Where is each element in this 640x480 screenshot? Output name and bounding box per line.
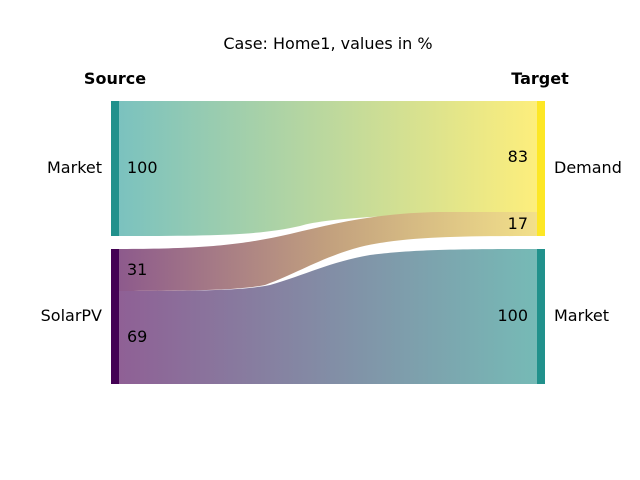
value-label-solarpv-31: 31 (127, 260, 147, 279)
flow-solarpv-to-market (119, 249, 537, 384)
node-bar-demand-target (537, 101, 545, 236)
node-label-market-target: Market (554, 306, 609, 325)
flow-market-to-demand (119, 101, 537, 236)
value-label-market-target-100: 100 (497, 306, 528, 325)
node-label-solarpv-source: SolarPV (41, 306, 102, 325)
node-label-demand-target: Demand (554, 158, 622, 177)
flow-solarpv-to-demand (119, 212, 537, 291)
target-header: Target (511, 69, 569, 88)
source-header: Source (84, 69, 146, 88)
node-label-market-source: Market (47, 158, 102, 177)
value-label-solarpv-69: 69 (127, 327, 147, 346)
node-bar-solarpv-source (111, 249, 119, 384)
value-label-demand-17: 17 (508, 214, 528, 233)
value-label-market-100: 100 (127, 158, 158, 177)
node-bar-market-target (537, 249, 545, 384)
node-bar-market-source (111, 101, 119, 236)
value-label-demand-83: 83 (508, 147, 528, 166)
chart-title: Case: Home1, values in % (223, 34, 432, 53)
